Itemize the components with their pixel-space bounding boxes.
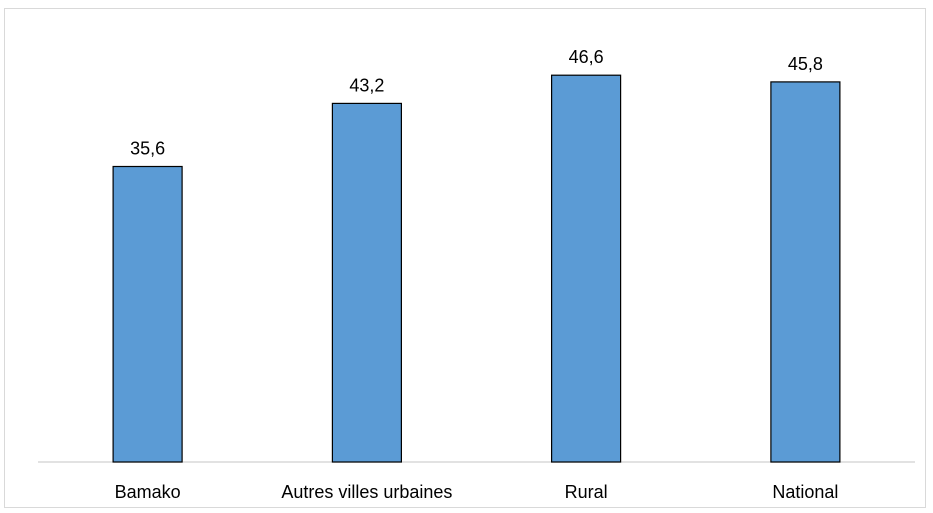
bar-national xyxy=(770,81,841,463)
x-tick-label-autres-villes-urbaines: Autres villes urbaines xyxy=(281,482,452,502)
x-tick-label-bamako: Bamako xyxy=(115,482,181,502)
x-tick-labels-group: Bamako Autres villes urbaines Rural Nationa… xyxy=(115,482,839,502)
bar-autres-villes-urbaines xyxy=(331,102,402,463)
bars-group xyxy=(112,74,841,463)
data-label-rural: 46,6 xyxy=(569,47,604,67)
data-label-bamako: 35,6 xyxy=(130,139,165,159)
x-tick-label-rural: Rural xyxy=(565,482,608,502)
bar-bamako xyxy=(112,165,183,463)
data-label-autres-villes-urbaines: 43,2 xyxy=(349,75,384,95)
data-label-national: 45,8 xyxy=(788,54,823,74)
data-labels-group: 35,6 43,2 46,6 45,8 xyxy=(130,47,823,158)
x-tick-label-national: National xyxy=(772,482,838,502)
bar-rural xyxy=(550,74,622,463)
